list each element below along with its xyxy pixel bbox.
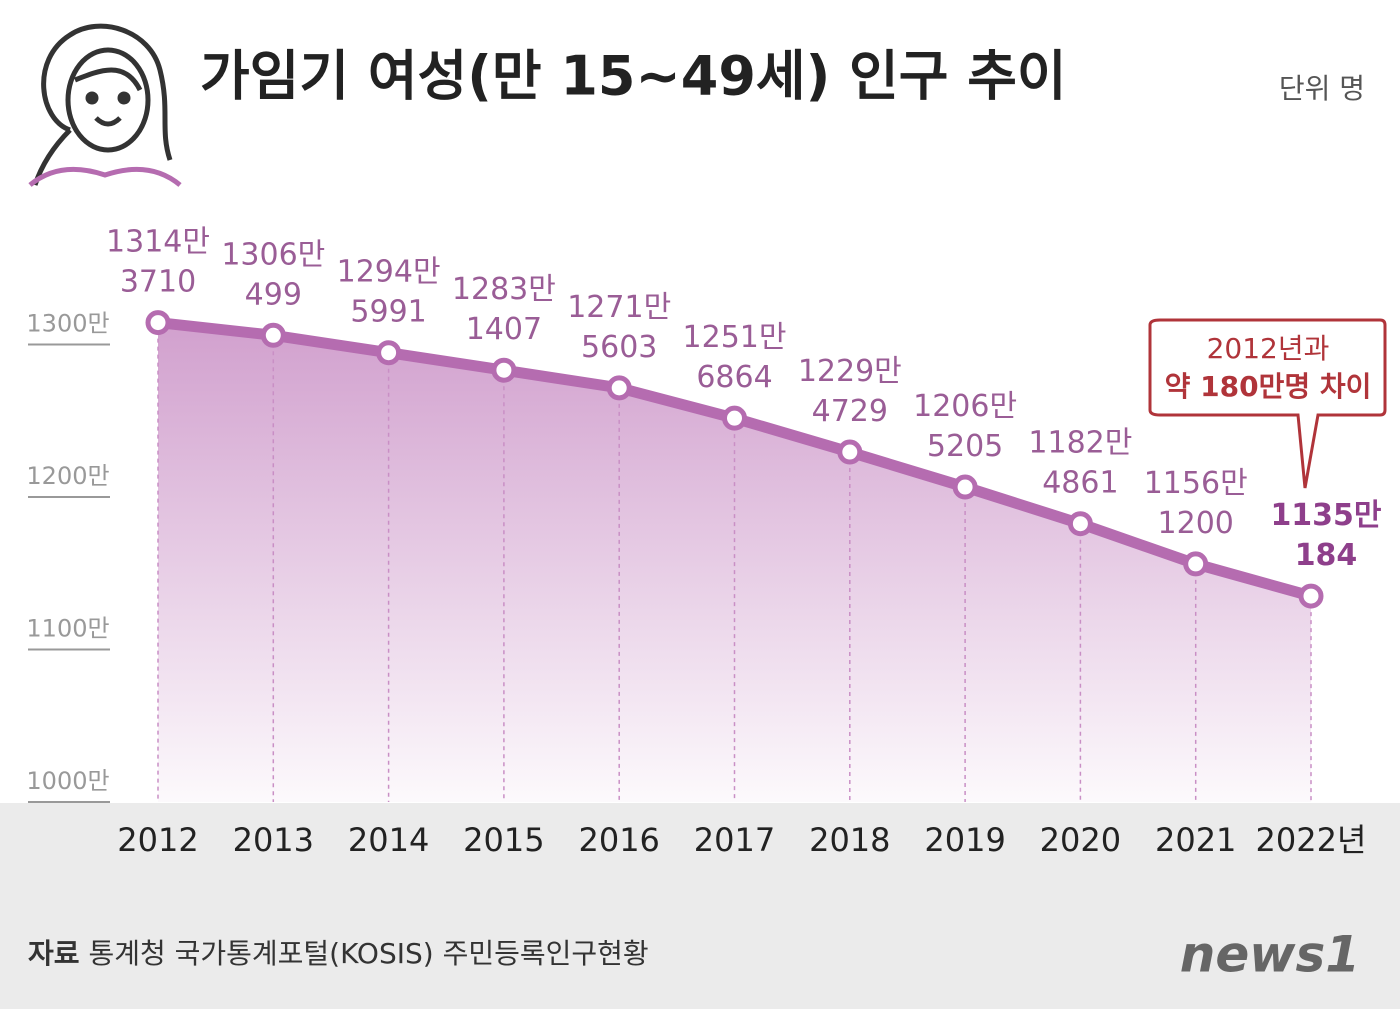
point: [145, 310, 171, 336]
value-label-line: 1182만: [1028, 425, 1132, 460]
source-label: 자료: [28, 937, 80, 970]
woman-icon: [28, 23, 182, 187]
value-label-line: 1294만: [337, 254, 441, 289]
value-label-line: 1271만: [567, 289, 671, 324]
value-label: 1156만 1200: [1144, 465, 1248, 540]
value-label-line: 6864: [696, 360, 772, 395]
value-label-line: 5603: [581, 329, 657, 364]
x-tick-label: 2012: [117, 821, 198, 859]
y-tick-label: 1200만: [26, 462, 109, 490]
value-label-line: 1251만: [683, 320, 787, 355]
point: [260, 322, 286, 348]
value-label: 1271만 5603: [567, 289, 671, 364]
x-tick-label: 2021: [1155, 821, 1236, 859]
value-label-line: 184: [1295, 538, 1358, 573]
annotation-text: 2012년과: [1207, 332, 1330, 365]
value-label: 1229만 4729: [798, 354, 902, 429]
value-label: 1306만 499: [221, 237, 325, 312]
y-tick-label: 1000만: [26, 767, 109, 795]
point: [837, 439, 863, 465]
source-text: 통계청 국가통계포털(KOSIS) 주민등록인구현황: [88, 937, 648, 970]
value-label-line: 1229만: [798, 354, 902, 389]
unit-label: 단위 명: [1279, 72, 1365, 105]
value-label: 1283만 1407: [452, 272, 556, 347]
value-label-line: 4729: [812, 394, 888, 429]
x-tick-label: 2020: [1040, 821, 1121, 859]
value-label-line: 499: [245, 277, 302, 312]
point: [952, 474, 978, 500]
point: [1183, 551, 1209, 577]
x-tick-label: 2022년: [1256, 821, 1367, 859]
footer-band: [0, 803, 1400, 1009]
point: [1298, 583, 1324, 609]
value-label: 1294만 5991: [337, 254, 441, 329]
x-tick-label: 2016: [578, 821, 659, 859]
x-tick-label: 2017: [694, 821, 775, 859]
value-label-line: 5991: [350, 294, 426, 329]
x-tick-label: 2013: [233, 821, 314, 859]
value-label-line: 3710: [120, 264, 196, 299]
point: [606, 375, 632, 401]
value-label: 1135만 184: [1270, 498, 1381, 573]
value-label-line: 4861: [1042, 465, 1118, 500]
x-tick-label: 2019: [924, 821, 1005, 859]
point: [1067, 511, 1093, 537]
x-tick-label: 2015: [463, 821, 544, 859]
value-label-line: 1135만: [1270, 498, 1381, 533]
value-label: 1182만 4861: [1028, 425, 1132, 500]
x-tick-label: 2014: [348, 821, 429, 859]
value-label-line: 5205: [927, 429, 1003, 464]
source: 자료 통계청 국가통계포털(KOSIS) 주민등록인구현황: [28, 937, 649, 970]
y-tick-label: 1100만: [26, 615, 109, 643]
x-tick-label: 2018: [809, 821, 890, 859]
value-label-line: 1314만: [106, 224, 210, 259]
y-tick-label: 1300만: [26, 310, 109, 338]
annotation-text: 약 180만명 차이: [1165, 370, 1372, 403]
value-label-line: 1200: [1158, 505, 1234, 540]
value-label-line: 1206만: [913, 389, 1017, 424]
point: [376, 340, 402, 366]
value-label-line: 1306만: [221, 237, 325, 272]
value-label: 1314만 3710: [106, 224, 210, 299]
callout: 2012년과 약 180만명 차이: [1148, 318, 1387, 489]
chart-title: 가임기 여성(만 15~49세) 인구 추이: [200, 45, 1067, 108]
logo: news1: [1180, 926, 1360, 984]
point: [722, 405, 747, 431]
value-label-line: 1407: [466, 312, 542, 347]
value-label: 1206만 5205: [913, 389, 1017, 464]
value-label-line: 1156만: [1144, 465, 1248, 500]
value-label-line: 1283만: [452, 272, 556, 307]
value-label: 1251만 6864: [683, 320, 787, 395]
point: [491, 357, 517, 383]
